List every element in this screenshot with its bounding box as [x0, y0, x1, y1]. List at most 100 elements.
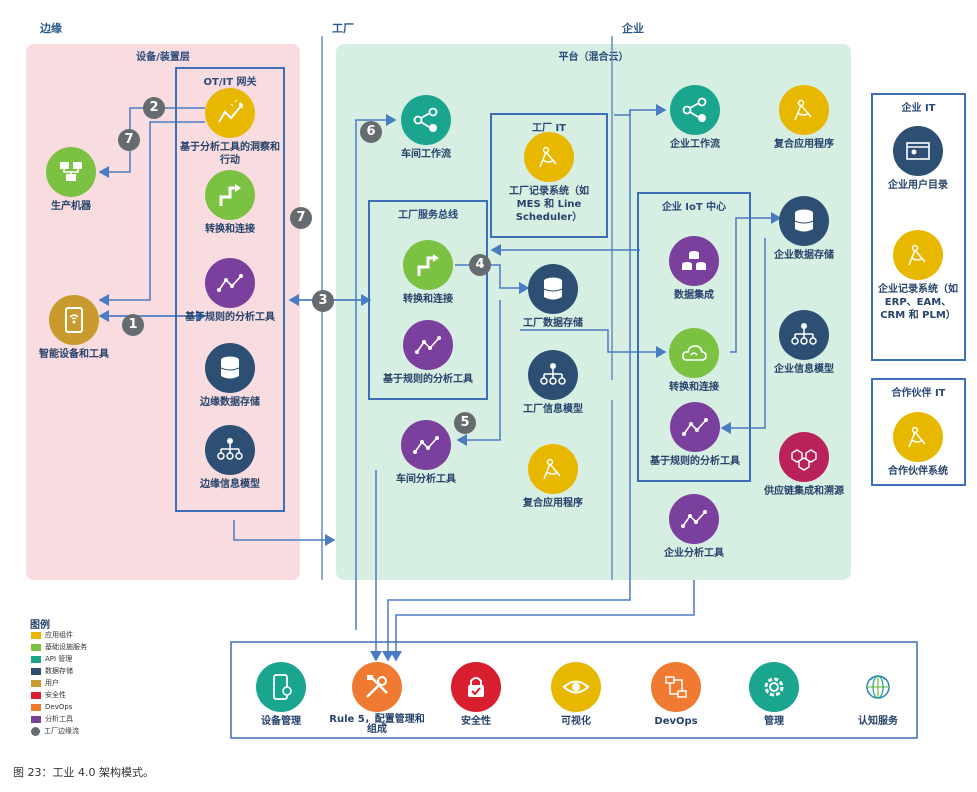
factory-records-node[interactable]: 工厂记录系统（如 MES 和 Line Scheduler）: [499, 132, 599, 232]
factory-it-title: 工厂 IT: [531, 123, 567, 134]
compass-icon: [893, 412, 943, 462]
legend-swatch: [31, 667, 41, 675]
eye-icon: [551, 662, 601, 712]
legend-item: 安全性: [31, 690, 66, 700]
workflow-icon: [670, 85, 720, 135]
legend-item: 用户: [31, 678, 59, 688]
device-mgmt-node[interactable]: 设备管理: [241, 662, 321, 732]
security-node[interactable]: 安全性: [436, 662, 516, 732]
data-integration-icon: [669, 236, 719, 286]
zone-edge-label: 边缘: [40, 22, 62, 35]
flow-badge-2: 2: [143, 97, 165, 119]
visualization-node[interactable]: 可视化: [536, 662, 616, 732]
ent-user-dir-node[interactable]: 企业用户目录: [878, 126, 958, 192]
bus-rules-node[interactable]: 基于规则的分析工具: [368, 320, 488, 386]
zone-factory-label: 工厂: [332, 22, 354, 35]
config-mgmt-label: Rule 5，配置管理和组成: [329, 714, 425, 735]
smart-device-label: 智能设备和工具: [39, 349, 109, 360]
legend-item: 数据存储: [31, 666, 73, 676]
compass-icon: [524, 132, 574, 182]
gw-transform-label: 转换和连接: [205, 224, 255, 235]
ent-records-label: 企业记录系统（如 ERP、EAM、CRM 和 PLM）: [878, 284, 958, 321]
partner-system-label: 合作伙伴系统: [888, 466, 948, 477]
factory-storage-label: 工厂数据存储: [523, 318, 583, 329]
factory-storage-node[interactable]: 工厂数据存储: [508, 264, 598, 330]
flow-badge-7: 7: [118, 129, 140, 151]
cognitive-globe-icon: [853, 662, 903, 712]
shop-analytics-node[interactable]: 车间分析工具: [386, 420, 466, 486]
gw-transform-node[interactable]: 转换和连接: [180, 170, 280, 236]
ent-analytics-label: 企业分析工具: [664, 548, 724, 559]
supply-chain-node[interactable]: 供应链集成和溯源: [754, 432, 854, 498]
flow-badge-3: 3: [312, 290, 334, 312]
bus-transform-node[interactable]: 转换和连接: [378, 240, 478, 306]
user-directory-icon: [893, 126, 943, 176]
factory-bus-box: 工厂服务总线: [368, 200, 488, 400]
analytics-icon: [401, 420, 451, 470]
data-integration-node[interactable]: 数据集成: [654, 236, 734, 302]
ent-workflow-label: 企业工作流: [670, 139, 720, 150]
shop-workflow-node[interactable]: 车间工作流: [386, 95, 466, 165]
ent-storage-node[interactable]: 企业数据存储: [764, 196, 844, 262]
iot-hub-title: 企业 IoT 中心: [661, 202, 727, 213]
management-node[interactable]: 管理: [734, 662, 814, 732]
factory-info-model-label: 工厂信息模型: [523, 404, 583, 415]
production-machine-node[interactable]: 生产机器: [36, 147, 106, 217]
factory-composite-label: 复合应用程序: [523, 498, 583, 509]
gw-rules-node[interactable]: 基于规则的分析工具: [180, 258, 280, 338]
compass-icon: [893, 230, 943, 280]
ent-user-dir-label: 企业用户目录: [888, 180, 948, 191]
factory-bus-title: 工厂服务总线: [398, 210, 458, 221]
devops-node[interactable]: DevOps: [636, 662, 716, 732]
legend-swatch: [31, 715, 41, 723]
enterprise-it-title: 企业 IT: [901, 103, 936, 114]
legend-swatch: [31, 643, 41, 651]
ent-composite-node[interactable]: 复合应用程序: [764, 85, 844, 151]
ent-info-model-node[interactable]: 企业信息模型: [764, 310, 844, 376]
gw-info-model-node[interactable]: 边缘信息模型: [180, 425, 280, 491]
transform-icon: [403, 240, 453, 290]
analytics-icon: [669, 494, 719, 544]
figure-caption: 图 23：工业 4.0 架构模式。: [13, 766, 154, 779]
partner-system-node[interactable]: 合作伙伴系统: [878, 412, 958, 478]
ent-composite-label: 复合应用程序: [774, 139, 834, 150]
gw-rules-label: 基于规则的分析工具: [185, 312, 275, 323]
legend-swatch: [31, 703, 41, 711]
cloud-icon: [669, 328, 719, 378]
hub-transform-node[interactable]: 转换和连接: [654, 328, 734, 394]
config-mgmt-node[interactable]: Rule 5，配置管理和组成: [326, 662, 428, 738]
zone-enterprise-label: 企业: [622, 22, 644, 35]
hub-rules-node[interactable]: 基于规则的分析工具: [640, 402, 750, 472]
legend-item: API 管理: [31, 654, 72, 664]
factory-composite-node[interactable]: 复合应用程序: [508, 444, 598, 510]
insight-icon: [205, 88, 255, 138]
legend-swatch: [31, 679, 41, 687]
ent-storage-label: 企业数据存储: [774, 250, 834, 261]
ent-analytics-node[interactable]: 企业分析工具: [654, 494, 734, 560]
legend-item: DevOps: [31, 702, 72, 712]
compass-icon: [779, 85, 829, 135]
machine-icon: [46, 147, 96, 197]
cognitive-label: 认知服务: [858, 716, 898, 727]
gw-storage-node[interactable]: 边缘数据存储: [180, 343, 280, 409]
iot-hub-box: 企业 IoT 中心: [637, 192, 751, 482]
visualization-label: 可视化: [561, 716, 591, 727]
ent-workflow-node[interactable]: 企业工作流: [655, 85, 735, 151]
hub-transform-label: 转换和连接: [669, 382, 719, 393]
database-icon: [205, 343, 255, 393]
legend-item: 应用组件: [31, 630, 73, 640]
factory-it-box: 工厂 IT: [490, 113, 608, 238]
gw-analytics-node[interactable]: 基于分析工具的洞察和行动: [180, 88, 280, 168]
legend-swatch: [31, 655, 41, 663]
smart-device-node[interactable]: 智能设备和工具: [26, 295, 122, 365]
legend-item: 工厂边缘流: [31, 726, 79, 736]
ent-records-node[interactable]: 企业记录系统（如 ERP、EAM、CRM 和 PLM）: [873, 230, 963, 330]
devops-icon: [651, 662, 701, 712]
cognitive-node[interactable]: 认知服务: [838, 662, 918, 732]
bus-transform-label: 转换和连接: [403, 294, 453, 305]
legend-label: 数据存储: [45, 667, 73, 675]
hierarchy-icon: [779, 310, 829, 360]
management-label: 管理: [764, 716, 784, 727]
legend-label: 用户: [45, 679, 59, 687]
factory-info-model-node[interactable]: 工厂信息模型: [508, 350, 598, 416]
